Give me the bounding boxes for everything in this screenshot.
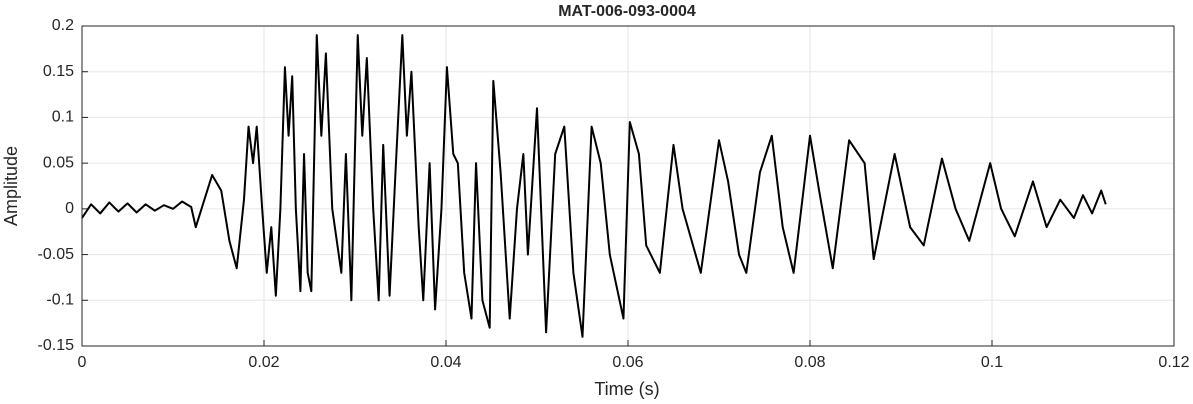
chart-title: MAT-006-093-0004 <box>558 3 696 20</box>
y-tick-label: 0.1 <box>52 109 74 126</box>
y-tick-label: 0.05 <box>43 154 74 171</box>
x-tick-label: 0.02 <box>248 354 279 371</box>
y-tick-label: -0.05 <box>38 246 75 263</box>
x-tick-label: 0.06 <box>612 354 643 371</box>
x-tick-label: 0.12 <box>1158 354 1189 371</box>
y-tick-label: -0.15 <box>38 337 75 354</box>
x-tick-label: 0.08 <box>794 354 825 371</box>
x-tick-label: 0 <box>78 354 87 371</box>
plot-frame <box>81 25 1175 347</box>
x-tick-label: 0.04 <box>430 354 461 371</box>
x-axis-label: Time (s) <box>594 379 659 399</box>
waveform-line <box>81 34 1107 338</box>
y-tick-label: 0.15 <box>43 63 74 80</box>
y-tick-label: -0.1 <box>46 292 74 309</box>
x-tick-label: 0.1 <box>981 354 1003 371</box>
y-tick-label: 0.2 <box>52 17 74 34</box>
y-axis-label: Amplitude <box>1 146 21 226</box>
y-tick-label: 0 <box>65 200 74 217</box>
